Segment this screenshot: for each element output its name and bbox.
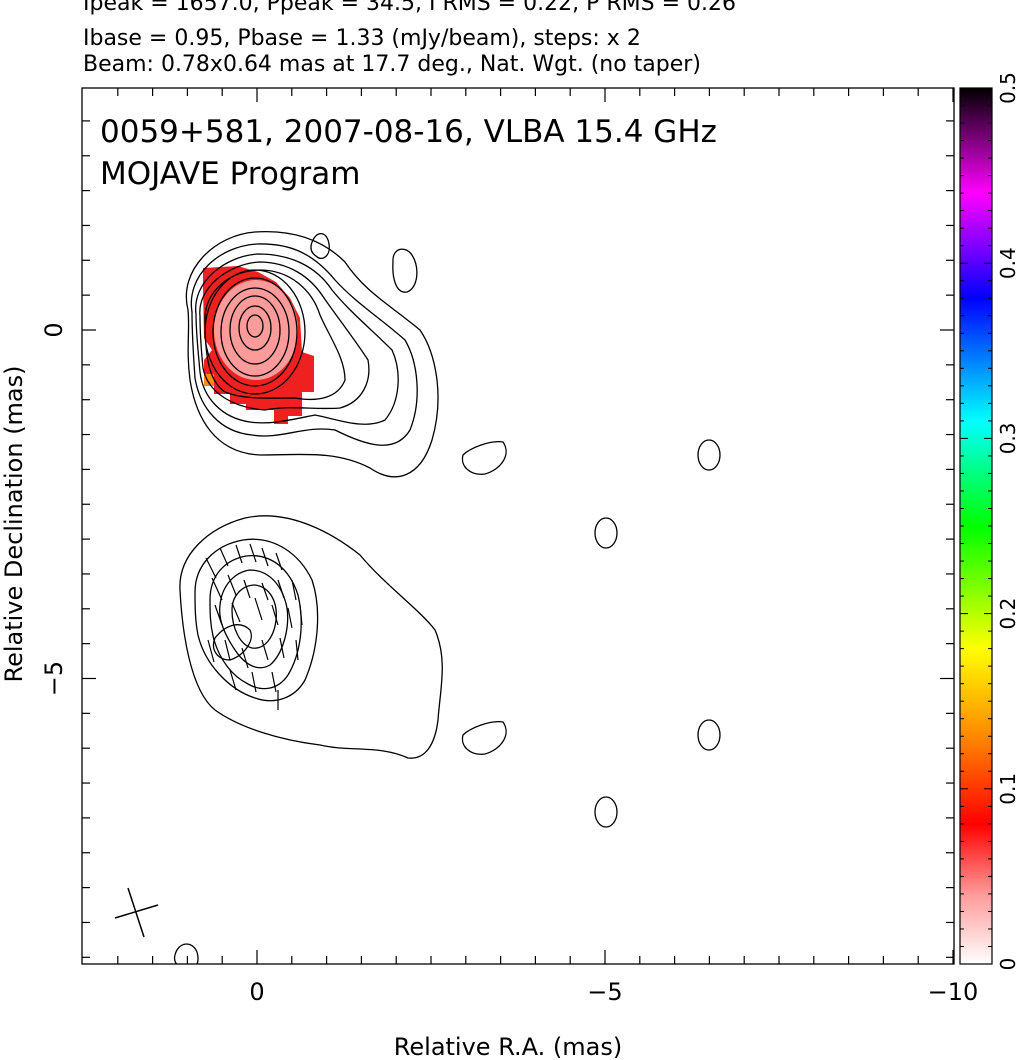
axis-ticks — [82, 88, 954, 964]
x-tick-label: 0 — [249, 978, 264, 1006]
noise-contours — [173, 233, 721, 964]
colorbar-tick-label: 0.5 — [996, 72, 1020, 104]
polarization-contours — [179, 515, 443, 759]
polarization-vectors — [205, 543, 303, 710]
colorbar-tick-label: 0.1 — [996, 773, 1020, 805]
y-tick-label: −5 — [40, 661, 68, 696]
chart-title: 0059+581, 2007-08-16, VLBA 15.4 GHz — [100, 114, 717, 150]
x-tick-labels: 0 −5 −10 — [249, 978, 978, 1006]
plot-area — [114, 230, 721, 964]
x-axis-label: Relative R.A. (mas) — [394, 1033, 622, 1060]
header-stats-line: Ipeak = 1657.0, Ppeak = 34.5, I RMS = 0.… — [83, 0, 736, 16]
chart-subtitle: MOJAVE Program — [100, 156, 360, 192]
colorbar-tick-label: 0.4 — [996, 247, 1020, 279]
colorbar-tick-label: 0.3 — [996, 422, 1020, 454]
header-beam-line: Beam: 0.78x0.64 mas at 17.7 deg., Nat. W… — [83, 52, 701, 77]
header-base-line: Ibase = 0.95, Pbase = 1.33 (mJy/beam), s… — [83, 26, 641, 51]
polarization-orange-pixel — [204, 374, 214, 386]
polarization-core — [214, 280, 298, 380]
plot-frame — [81, 87, 955, 965]
x-tick-label: −5 — [587, 978, 622, 1006]
beam-marker — [114, 887, 159, 938]
x-tick-label: −10 — [928, 978, 979, 1006]
y-tick-label: 0 — [40, 322, 68, 337]
colorbar-tick-label: 0.2 — [996, 598, 1020, 630]
colorbar-tick-labels: 0 0.1 0.2 0.3 0.4 0.5 — [996, 72, 1020, 970]
y-axis-label: Relative Declination (mas) — [0, 365, 28, 682]
colorbar-ticks — [960, 87, 992, 965]
colorbar-tick-label: 0 — [996, 958, 1020, 971]
total-intensity-contours — [185, 230, 439, 478]
colorbar — [959, 87, 993, 965]
y-tick-labels: 0 −5 — [40, 322, 68, 696]
